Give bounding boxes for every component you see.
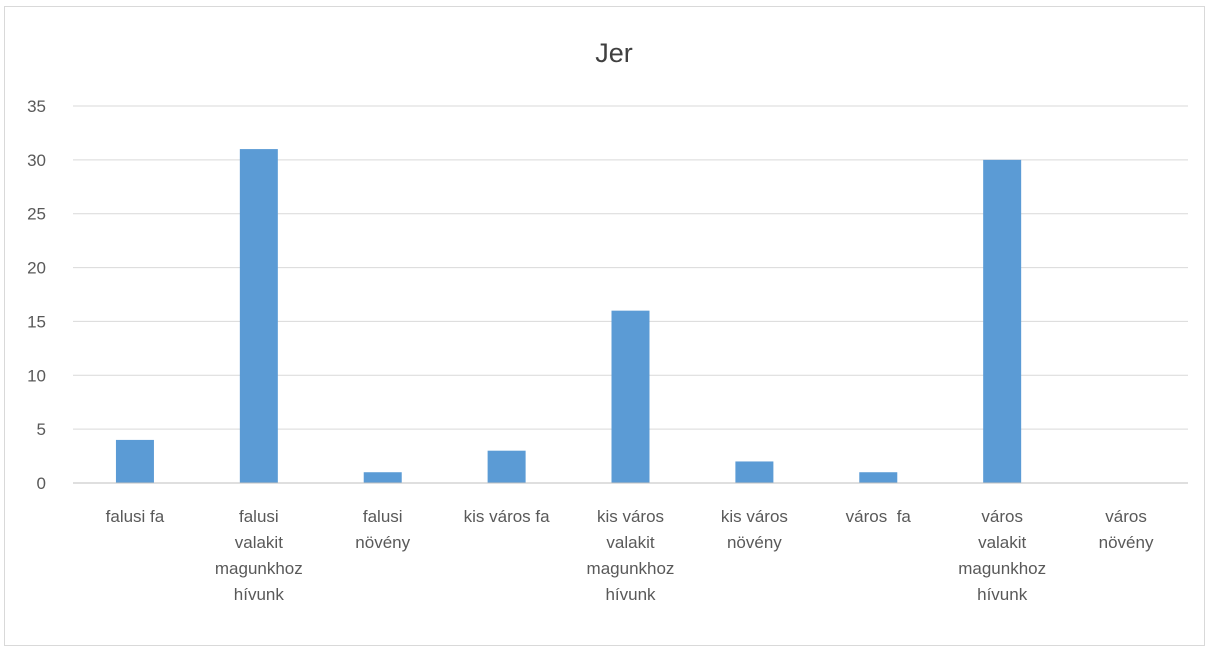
- chart-title: Jer: [595, 38, 633, 68]
- bar: [611, 310, 650, 483]
- x-tick-label: kis város valakit magunkhoz hívunk: [587, 507, 675, 604]
- y-tick-label: 0: [37, 474, 46, 493]
- y-tick-label: 35: [27, 97, 46, 116]
- bar: [115, 439, 154, 483]
- x-tick-label: falusi valakit magunkhoz hívunk: [215, 507, 303, 604]
- y-tick-label: 25: [27, 205, 46, 224]
- y-tick-label: 5: [37, 420, 46, 439]
- y-tick-label: 10: [27, 366, 46, 385]
- bar-chart: Jer 0 5 10 15 20 25 30 35 falusi fa falusi valaki…: [27, 38, 1188, 604]
- bar: [239, 149, 278, 484]
- bar: [363, 472, 402, 483]
- x-tick-label: város fa: [846, 507, 912, 526]
- y-tick-label: 15: [27, 312, 46, 331]
- bar: [983, 159, 1022, 483]
- y-tick-label: 30: [27, 151, 46, 170]
- bars: [115, 149, 1022, 484]
- y-axis-ticks: 0 5 10 15 20 25 30 35: [27, 97, 46, 493]
- x-axis-labels: falusi fa falusi valakit magunkhoz hívunk fal…: [106, 507, 1154, 604]
- x-tick-label: város valakit magunkhoz hívunk: [958, 507, 1046, 604]
- bar: [487, 450, 526, 483]
- bar: [735, 461, 774, 483]
- x-tick-label: falusi fa: [106, 507, 165, 526]
- x-tick-label: kis város növény: [721, 507, 788, 552]
- bar: [859, 472, 898, 483]
- x-tick-label: falusi növény: [355, 507, 410, 552]
- x-tick-label: kis város fa: [464, 507, 551, 526]
- x-tick-label: város növény: [1099, 507, 1154, 552]
- y-tick-label: 20: [27, 259, 46, 278]
